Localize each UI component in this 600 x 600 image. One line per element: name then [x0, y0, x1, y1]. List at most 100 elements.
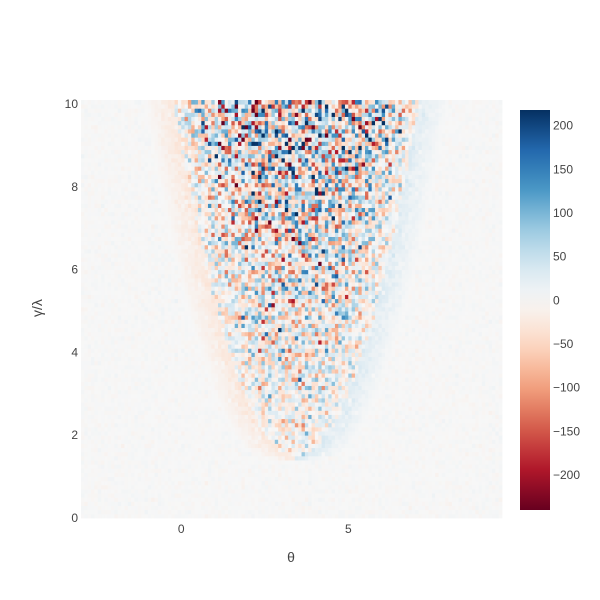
heatmap-cell — [488, 497, 493, 502]
heatmap-cell — [251, 431, 256, 436]
heatmap-cell — [104, 460, 109, 465]
heatmap-cell — [301, 393, 306, 399]
heatmap-cell — [244, 513, 249, 519]
heatmap-cell — [311, 451, 316, 457]
heatmap-cell — [298, 497, 302, 502]
heatmap-cell — [134, 381, 139, 386]
heatmap-cell — [217, 451, 222, 457]
heatmap-cell — [264, 464, 269, 469]
heatmap-cell — [411, 455, 416, 461]
heatmap-cell — [184, 505, 189, 511]
heatmap-cell — [378, 505, 383, 511]
heatmap-cell — [101, 443, 105, 449]
heatmap-cell — [365, 455, 369, 461]
heatmap-cell — [274, 493, 279, 498]
heatmap-cell — [465, 489, 469, 494]
heatmap-cell — [114, 472, 119, 478]
heatmap-cell — [264, 501, 269, 506]
heatmap-cell — [318, 464, 322, 469]
heatmap-cell — [164, 493, 169, 498]
heatmap-cell — [81, 431, 85, 436]
heatmap-cell — [181, 414, 185, 420]
heatmap-cell — [151, 406, 155, 411]
heatmap-cell — [348, 447, 353, 453]
heatmap-cell — [91, 493, 95, 498]
heatmap-cell — [478, 431, 483, 436]
heatmap-cell — [284, 464, 289, 469]
heatmap-cell — [274, 472, 279, 478]
heatmap-cell — [344, 489, 349, 494]
heatmap-cell — [197, 431, 202, 436]
heatmap-cell — [251, 356, 256, 362]
heatmap-cell — [475, 505, 480, 511]
heatmap-cell — [201, 480, 206, 486]
heatmap-cell — [254, 369, 259, 374]
heatmap-cell — [144, 443, 149, 449]
heatmap-cell — [264, 505, 269, 511]
heatmap-cell — [151, 480, 155, 486]
heatmap-cell — [124, 389, 129, 395]
heatmap-cell — [301, 352, 306, 357]
heatmap-cell — [475, 480, 480, 486]
heatmap-cell — [391, 439, 396, 444]
heatmap-cell — [161, 439, 165, 444]
heatmap-cell — [331, 443, 336, 449]
heatmap-cell — [231, 472, 236, 478]
heatmap-cell — [358, 381, 363, 386]
heatmap-cell — [194, 493, 199, 498]
heatmap-cell — [481, 418, 486, 424]
heatmap-cell — [395, 435, 399, 440]
heatmap-cell — [455, 509, 459, 515]
heatmap-cell — [241, 402, 246, 407]
heatmap-cell — [435, 435, 439, 440]
heatmap-cell — [274, 385, 279, 391]
heatmap-cell — [291, 393, 296, 399]
heatmap-cell — [94, 426, 99, 432]
heatmap-cell — [358, 455, 363, 461]
heatmap-cell — [81, 505, 85, 511]
heatmap-cell — [231, 393, 236, 399]
heatmap-cell — [121, 447, 125, 453]
heatmap-cell — [318, 426, 322, 432]
heatmap-cell — [258, 460, 262, 465]
heatmap-cell — [475, 468, 480, 473]
heatmap-cell — [191, 431, 195, 436]
heatmap-cell — [94, 397, 99, 403]
heatmap-cell — [278, 443, 282, 449]
heatmap-cell — [491, 497, 496, 502]
heatmap-cell — [331, 505, 336, 511]
heatmap-cell — [304, 406, 309, 411]
heatmap-cell — [221, 381, 226, 386]
heatmap-cell — [294, 480, 299, 486]
heatmap-cell — [455, 468, 459, 473]
heatmap-cell — [101, 493, 105, 498]
heatmap-cell — [321, 422, 326, 428]
heatmap-cell — [298, 406, 302, 411]
heatmap-cell — [338, 406, 343, 411]
heatmap-cell — [448, 489, 453, 494]
heatmap-cell — [241, 435, 246, 440]
heatmap-cell — [324, 414, 329, 420]
heatmap-cell — [131, 468, 135, 473]
heatmap-cell — [488, 489, 493, 494]
heatmap-cell — [344, 480, 349, 486]
heatmap-cell — [271, 381, 276, 386]
heatmap-cell — [428, 377, 433, 382]
heatmap-cell — [261, 513, 266, 519]
heatmap-cell — [301, 489, 306, 494]
heatmap-cell — [471, 505, 476, 511]
heatmap-cell — [127, 468, 132, 473]
heatmap-cell — [228, 509, 232, 515]
heatmap-cell — [441, 426, 446, 432]
heatmap-cell — [418, 513, 423, 519]
heatmap-cell — [425, 393, 429, 399]
heatmap-cell — [111, 497, 115, 502]
heatmap-cell — [405, 410, 409, 415]
heatmap-cell — [241, 489, 246, 494]
heatmap-cell — [211, 410, 216, 415]
heatmap-cell — [248, 476, 252, 482]
heatmap-cell — [151, 389, 155, 395]
heatmap-cell — [334, 455, 339, 461]
heatmap-cell — [181, 356, 185, 362]
heatmap-cell — [187, 356, 192, 362]
